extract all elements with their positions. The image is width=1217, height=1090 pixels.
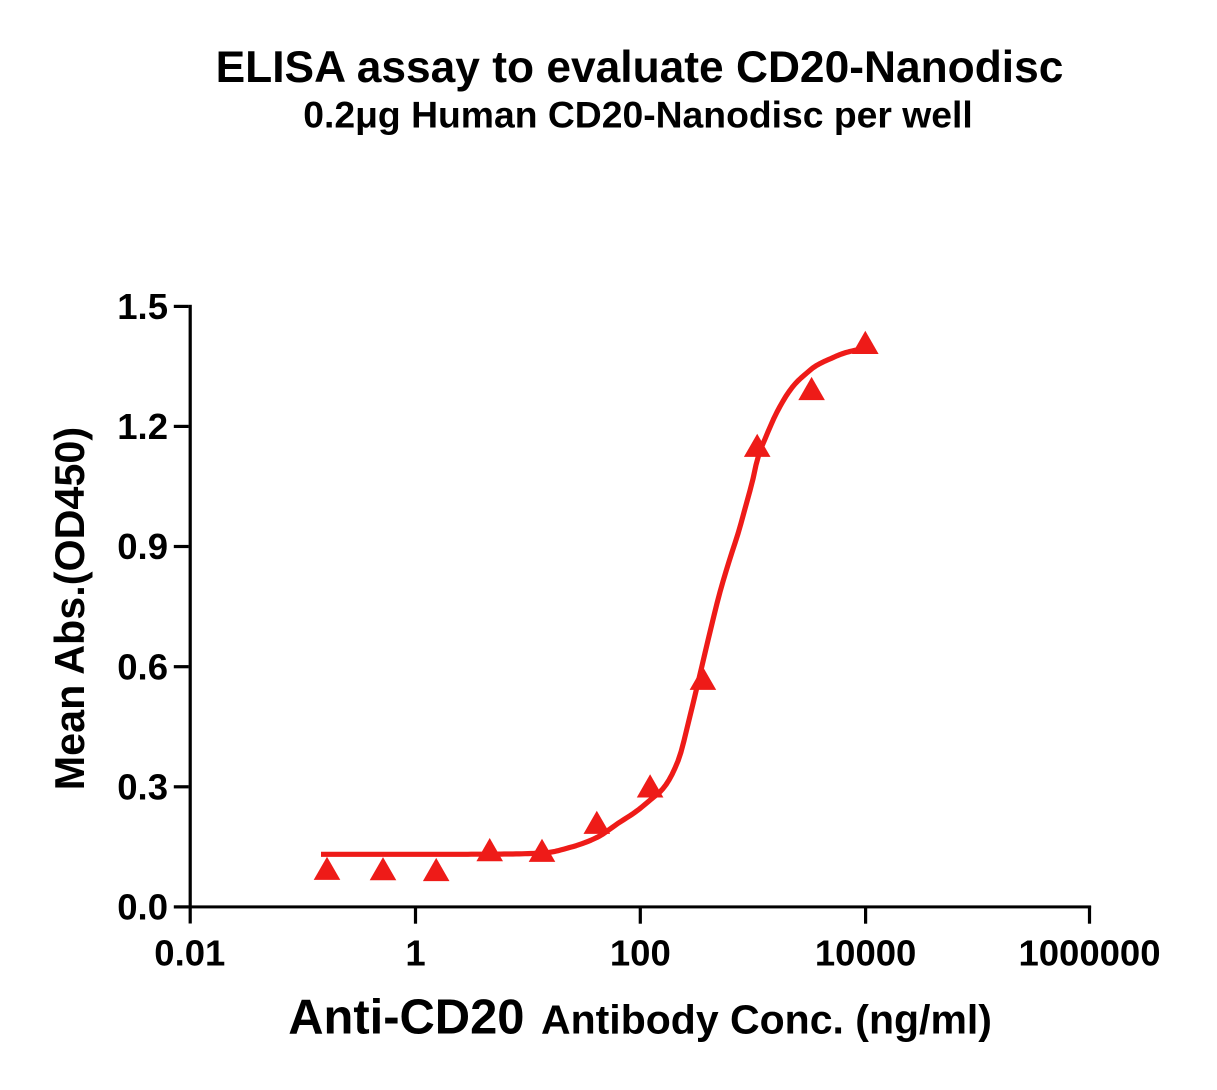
svg-text:100: 100 [610, 933, 671, 974]
svg-text:0.9: 0.9 [117, 526, 168, 567]
svg-text:1.2: 1.2 [117, 406, 168, 447]
svg-text:0.6: 0.6 [117, 646, 168, 687]
svg-text:10000: 10000 [815, 933, 917, 974]
svg-text:Antibody Conc. (ng/ml): Antibody Conc. (ng/ml) [541, 997, 992, 1043]
svg-text:0.01: 0.01 [154, 933, 225, 974]
svg-text:Mean Abs.(OD450): Mean Abs.(OD450) [47, 427, 93, 790]
svg-text:1.5: 1.5 [117, 286, 168, 327]
svg-text:0.0: 0.0 [117, 887, 168, 928]
svg-text:ELISA assay to evaluate CD20-N: ELISA assay to evaluate CD20-Nanodisc [216, 43, 1064, 92]
svg-text:Anti-CD20: Anti-CD20 [288, 991, 524, 1045]
svg-text:1: 1 [405, 933, 425, 974]
svg-text:0.2μg Human CD20-Nanodisc per: 0.2μg Human CD20-Nanodisc per well [303, 94, 972, 136]
svg-text:1000000: 1000000 [1018, 933, 1160, 974]
svg-text:0.3: 0.3 [117, 766, 168, 807]
